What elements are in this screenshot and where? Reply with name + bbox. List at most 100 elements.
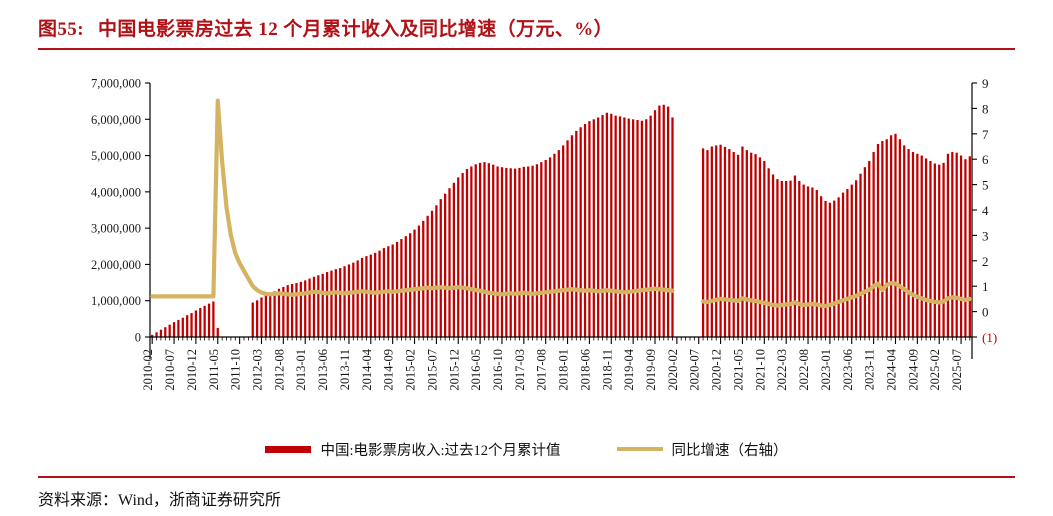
y-axis-right: (1) 0 1 2 3 4 5 6 7 8 9: [972, 76, 997, 345]
bar: [833, 200, 836, 337]
bar: [474, 164, 477, 337]
bar-series: [151, 104, 971, 338]
bar: [763, 161, 766, 337]
bar: [255, 300, 259, 337]
bar: [741, 146, 744, 337]
bar: [321, 273, 324, 337]
bar: [544, 159, 547, 337]
bar: [855, 180, 858, 337]
bar: [461, 172, 464, 337]
bar: [898, 139, 901, 337]
x-tick-label: 2023-06: [841, 349, 855, 391]
bar: [343, 266, 346, 337]
y-axis-left: 0 1,000,000 2,000,000 3,000,000 4,000,000 5,0…: [91, 77, 150, 345]
x-tick-label: 2024-04: [884, 348, 898, 390]
x-tick-label: 2017-08: [535, 349, 549, 391]
bar: [430, 210, 434, 337]
growth-line: [150, 98, 675, 299]
bar: [509, 168, 512, 337]
bar: [334, 269, 337, 337]
bar: [610, 113, 613, 337]
x-tick-label: 2013-06: [316, 349, 330, 391]
bar: [212, 301, 215, 337]
bar: [754, 154, 757, 337]
legend-item-bars: 中国:电影票房收入:过去12个月累计值: [265, 439, 561, 460]
bar: [444, 193, 447, 337]
bar: [793, 175, 797, 337]
bar: [916, 153, 919, 337]
bar: [929, 161, 932, 337]
x-tick-label: 2015-02: [404, 349, 418, 391]
x-tick-label: 2018-11: [600, 349, 614, 390]
bar: [562, 145, 565, 337]
y-tick-label-right: (1): [982, 330, 997, 345]
bar: [850, 184, 853, 337]
bar: [548, 157, 552, 337]
bar: [837, 197, 840, 337]
bar: [933, 163, 936, 337]
bar: [540, 162, 543, 337]
bar: [505, 167, 508, 337]
bar: [295, 282, 298, 337]
bar: [347, 264, 351, 337]
x-tick-label: 2018-06: [578, 349, 592, 391]
x-tick-label: 2019-09: [644, 349, 658, 391]
bar: [483, 162, 486, 337]
bar: [465, 169, 469, 337]
bar: [164, 327, 167, 337]
x-tick-label: 2010-07: [163, 349, 177, 391]
figure-title: 图55: 中国电影票房过去 12 个月累计收入及同比增速（万元、%）: [38, 14, 613, 41]
x-tick-label: 2016-05: [469, 349, 483, 391]
x-tick-label: 2012-08: [272, 349, 286, 391]
y-tick-label-right: 8: [982, 101, 989, 116]
bar: [360, 257, 364, 337]
bar: [911, 151, 915, 337]
axes: [149, 83, 973, 359]
x-tick-label: 2019-04: [622, 348, 636, 390]
bar: [273, 291, 276, 337]
bar: [728, 149, 731, 337]
bar: [181, 317, 184, 337]
bar: [413, 229, 416, 337]
bar: [859, 173, 862, 337]
bar: [159, 329, 163, 337]
x-tick-label: 2010-02: [141, 349, 155, 391]
y-tick-label-right: 2: [982, 254, 989, 269]
x-tick-label: 2015-07: [425, 349, 439, 391]
bar: [317, 275, 320, 337]
bar: [750, 152, 753, 337]
bar: [457, 177, 460, 337]
bar: [186, 315, 189, 337]
bar: [299, 281, 302, 337]
bar: [828, 202, 832, 337]
bar: [531, 165, 534, 337]
y-tick-label-right: 3: [982, 228, 989, 243]
bar: [780, 180, 783, 337]
bar: [492, 164, 495, 337]
legend-swatch-growth: [616, 447, 663, 451]
bar: [194, 310, 198, 337]
bar: [920, 155, 923, 337]
bar: [959, 155, 963, 337]
x-tick-label: 2011-10: [229, 349, 243, 390]
bar: [439, 199, 442, 337]
y-tick-label-left: 6,000,000: [91, 113, 141, 127]
bar: [924, 158, 928, 337]
bar: [330, 270, 333, 337]
bar: [151, 334, 154, 337]
title-rule-top: [38, 48, 1015, 50]
y-tick-label-right: 0: [982, 305, 989, 320]
x-tick-label: 2020-02: [666, 349, 680, 391]
bar: [745, 150, 748, 337]
y-tick-label-left: 0: [135, 331, 141, 345]
bar: [894, 133, 897, 337]
bar: [732, 151, 735, 337]
x-tick-label: 2023-01: [819, 349, 833, 391]
bar: [645, 119, 648, 337]
bar: [216, 327, 219, 337]
bar: [942, 162, 945, 337]
bar: [448, 188, 451, 337]
bar: [409, 233, 412, 337]
bar: [946, 153, 950, 337]
